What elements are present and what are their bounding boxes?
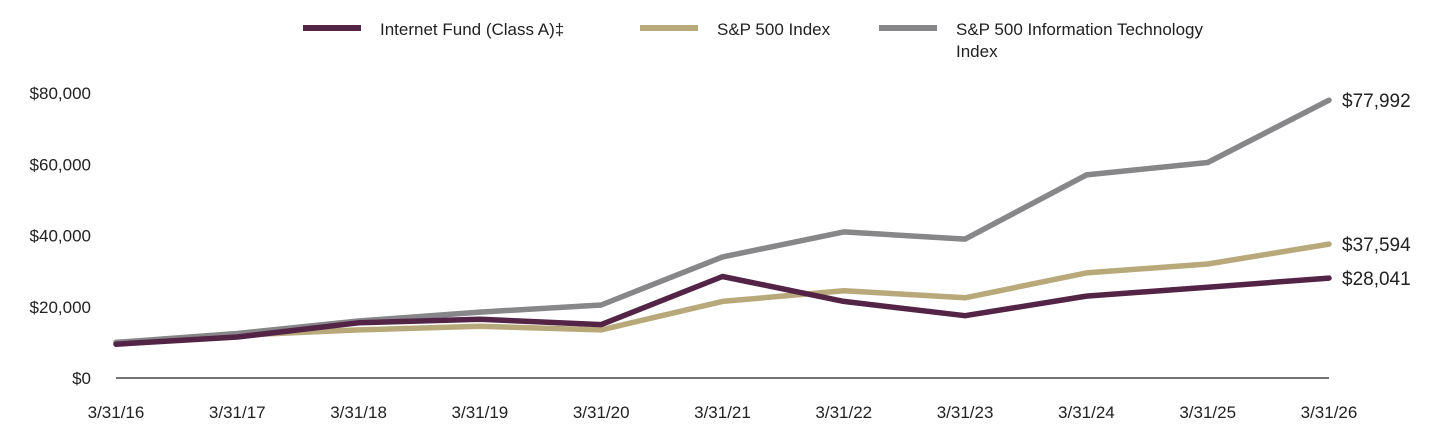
x-tick-label: 3/31/17 (209, 403, 266, 422)
y-tick-label: $20,000 (30, 298, 91, 317)
series-line (113, 97, 1332, 346)
end-value-label: $28,041 (1342, 269, 1411, 290)
x-tick-label: 3/31/22 (815, 403, 872, 422)
legend-item-internet-fund: Internet Fund (Class A)‡ (303, 20, 564, 39)
x-tick-label: 3/31/24 (1058, 403, 1115, 422)
legend-label-sp500-it: S&P 500 Information Technology Index (956, 20, 1208, 61)
legend-label-sp500-it-line1: S&P 500 Information Technology (956, 20, 1203, 39)
x-tick-label: 3/31/23 (937, 403, 994, 422)
legend-item-sp500-it: S&P 500 Information Technology Index (879, 20, 1208, 61)
x-tick-label: 3/31/19 (452, 403, 509, 422)
legend-label-sp500-it-line2: Index (956, 42, 998, 61)
y-tick-label: $80,000 (30, 84, 91, 103)
x-axis-ticks: 3/31/16 3/31/17 3/31/18 3/31/19 3/31/20 3/31/… (88, 403, 1358, 422)
legend-label-internet-fund: Internet Fund (Class A)‡ (380, 20, 564, 39)
legend: Internet Fund (Class A)‡ S&P 500 Index S… (303, 20, 1208, 61)
series-lines (113, 97, 1332, 347)
end-value-label: $77,992 (1342, 91, 1411, 112)
end-value-label: $37,594 (1342, 235, 1411, 256)
legend-item-sp500: S&P 500 Index (640, 20, 831, 39)
y-axis-ticks: $0 $20,000 $40,000 $60,000 $80,000 (30, 84, 91, 388)
end-labels: $28,041 $37,594 $77,992 (1342, 91, 1411, 290)
y-tick-label: $0 (72, 369, 91, 388)
x-tick-label: 3/31/21 (694, 403, 751, 422)
x-tick-label: 3/31/26 (1301, 403, 1358, 422)
y-tick-label: $40,000 (30, 227, 91, 246)
series-line (113, 241, 1332, 346)
x-tick-label: 3/31/18 (330, 403, 387, 422)
legend-label-sp500: S&P 500 Index (717, 20, 831, 39)
x-tick-label: 3/31/16 (88, 403, 145, 422)
x-tick-label: 3/31/25 (1179, 403, 1236, 422)
x-tick-label: 3/31/20 (573, 403, 630, 422)
series-line (113, 273, 1332, 347)
y-tick-label: $60,000 (30, 155, 91, 174)
